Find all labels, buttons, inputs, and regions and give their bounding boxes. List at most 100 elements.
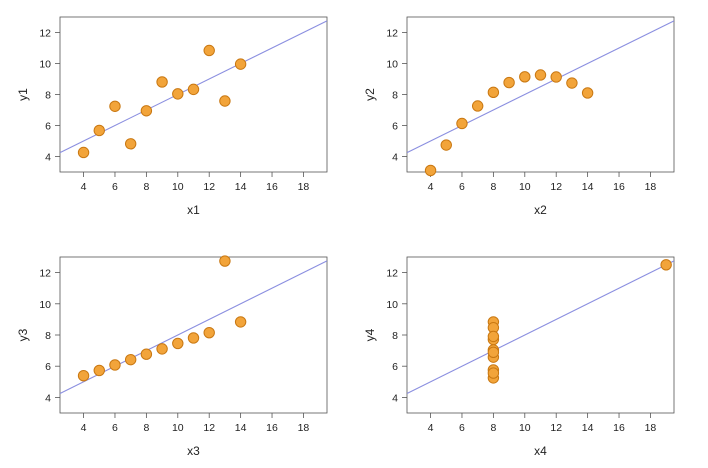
data-point bbox=[440, 139, 452, 151]
x-tick-label: 18 bbox=[645, 181, 657, 193]
data-point bbox=[456, 117, 468, 130]
data-point bbox=[77, 146, 90, 159]
x-tick-label: 18 bbox=[298, 422, 310, 434]
x-axis-label: x2 bbox=[534, 203, 547, 217]
data-point bbox=[234, 316, 247, 328]
data-point bbox=[93, 364, 105, 377]
data-point bbox=[93, 124, 105, 137]
x-tick-label: 12 bbox=[550, 422, 562, 434]
x-tick-label: 16 bbox=[266, 422, 278, 434]
y-tick-label: 8 bbox=[392, 330, 398, 342]
x-tick-label: 10 bbox=[519, 422, 531, 434]
regression-line bbox=[407, 260, 674, 394]
y-tick-label: 12 bbox=[39, 268, 51, 280]
x-tick-label: 12 bbox=[203, 181, 215, 193]
regression-line bbox=[407, 20, 674, 154]
data-point bbox=[503, 76, 515, 89]
data-point bbox=[566, 77, 578, 89]
data-point bbox=[187, 332, 200, 344]
y-tick-label: 6 bbox=[392, 361, 398, 373]
y-tick-label: 4 bbox=[392, 392, 398, 404]
data-point bbox=[534, 69, 547, 81]
x-tick-label: 6 bbox=[112, 422, 118, 434]
y-tick-label: 10 bbox=[39, 299, 51, 311]
data-point bbox=[156, 76, 168, 88]
y-tick-label: 10 bbox=[39, 59, 51, 71]
y-axis-label: y2 bbox=[363, 88, 377, 101]
data-point bbox=[219, 255, 231, 267]
y-tick-label: 6 bbox=[45, 361, 51, 373]
x-tick-label: 16 bbox=[266, 181, 278, 193]
data-point bbox=[487, 367, 500, 379]
x-axis-label: x3 bbox=[187, 444, 200, 458]
data-point bbox=[156, 343, 168, 355]
x-tick-label: 6 bbox=[459, 422, 465, 434]
x-tick-label: 18 bbox=[298, 181, 310, 193]
y-axis-label: y1 bbox=[16, 88, 30, 101]
data-point bbox=[219, 95, 231, 107]
x-axis-label: x4 bbox=[534, 444, 547, 458]
data-point bbox=[424, 164, 437, 177]
y-tick-label: 12 bbox=[39, 28, 51, 40]
data-point bbox=[109, 100, 121, 112]
y-axis-label: y4 bbox=[363, 328, 377, 341]
data-point bbox=[581, 87, 594, 99]
x-tick-label: 4 bbox=[428, 181, 434, 193]
data-point bbox=[172, 337, 184, 350]
x-tick-label: 8 bbox=[490, 422, 496, 434]
x-tick-label: 8 bbox=[143, 422, 149, 434]
x-tick-label: 4 bbox=[81, 422, 87, 434]
data-point bbox=[487, 346, 500, 359]
y-tick-label: 8 bbox=[45, 90, 51, 102]
y-tick-label: 10 bbox=[386, 59, 398, 71]
data-point bbox=[124, 138, 137, 150]
y-tick-label: 6 bbox=[392, 121, 398, 133]
x-tick-label: 14 bbox=[582, 422, 594, 434]
data-point bbox=[203, 44, 215, 57]
x-tick-label: 14 bbox=[235, 422, 247, 434]
x-tick-label: 18 bbox=[645, 422, 657, 434]
data-point bbox=[172, 88, 184, 100]
data-point bbox=[109, 359, 121, 371]
y-tick-label: 4 bbox=[45, 392, 51, 404]
x-tick-label: 8 bbox=[143, 181, 149, 193]
y-tick-label: 12 bbox=[386, 268, 398, 280]
data-point bbox=[140, 348, 153, 360]
x-tick-label: 16 bbox=[613, 181, 625, 193]
x-tick-label: 14 bbox=[582, 181, 594, 193]
data-point bbox=[487, 86, 500, 99]
data-point bbox=[550, 71, 562, 83]
y-tick-label: 8 bbox=[45, 330, 51, 342]
data-point bbox=[519, 71, 531, 83]
x-tick-label: 14 bbox=[235, 181, 247, 193]
y-tick-label: 6 bbox=[45, 121, 51, 133]
x-tick-label: 6 bbox=[459, 181, 465, 193]
x-tick-label: 4 bbox=[428, 422, 434, 434]
y-tick-label: 12 bbox=[386, 28, 398, 40]
x-tick-label: 12 bbox=[203, 422, 215, 434]
data-point bbox=[471, 100, 484, 112]
data-point bbox=[124, 353, 137, 366]
x-tick-label: 8 bbox=[490, 181, 496, 193]
y-tick-label: 4 bbox=[392, 152, 398, 164]
x-tick-label: 16 bbox=[613, 422, 625, 434]
x-tick-label: 10 bbox=[172, 181, 184, 193]
x-tick-label: 12 bbox=[550, 181, 562, 193]
data-point bbox=[140, 105, 153, 117]
x-tick-label: 6 bbox=[112, 181, 118, 193]
data-point bbox=[203, 326, 215, 339]
y-axis-label: y3 bbox=[16, 328, 30, 341]
data-point bbox=[660, 259, 672, 271]
y-tick-label: 4 bbox=[45, 152, 51, 164]
data-point bbox=[187, 83, 200, 96]
data-point bbox=[487, 330, 500, 343]
x-axis-label: x1 bbox=[187, 203, 200, 217]
data-point bbox=[234, 58, 247, 70]
y-tick-label: 8 bbox=[392, 90, 398, 102]
x-tick-label: 10 bbox=[519, 181, 531, 193]
